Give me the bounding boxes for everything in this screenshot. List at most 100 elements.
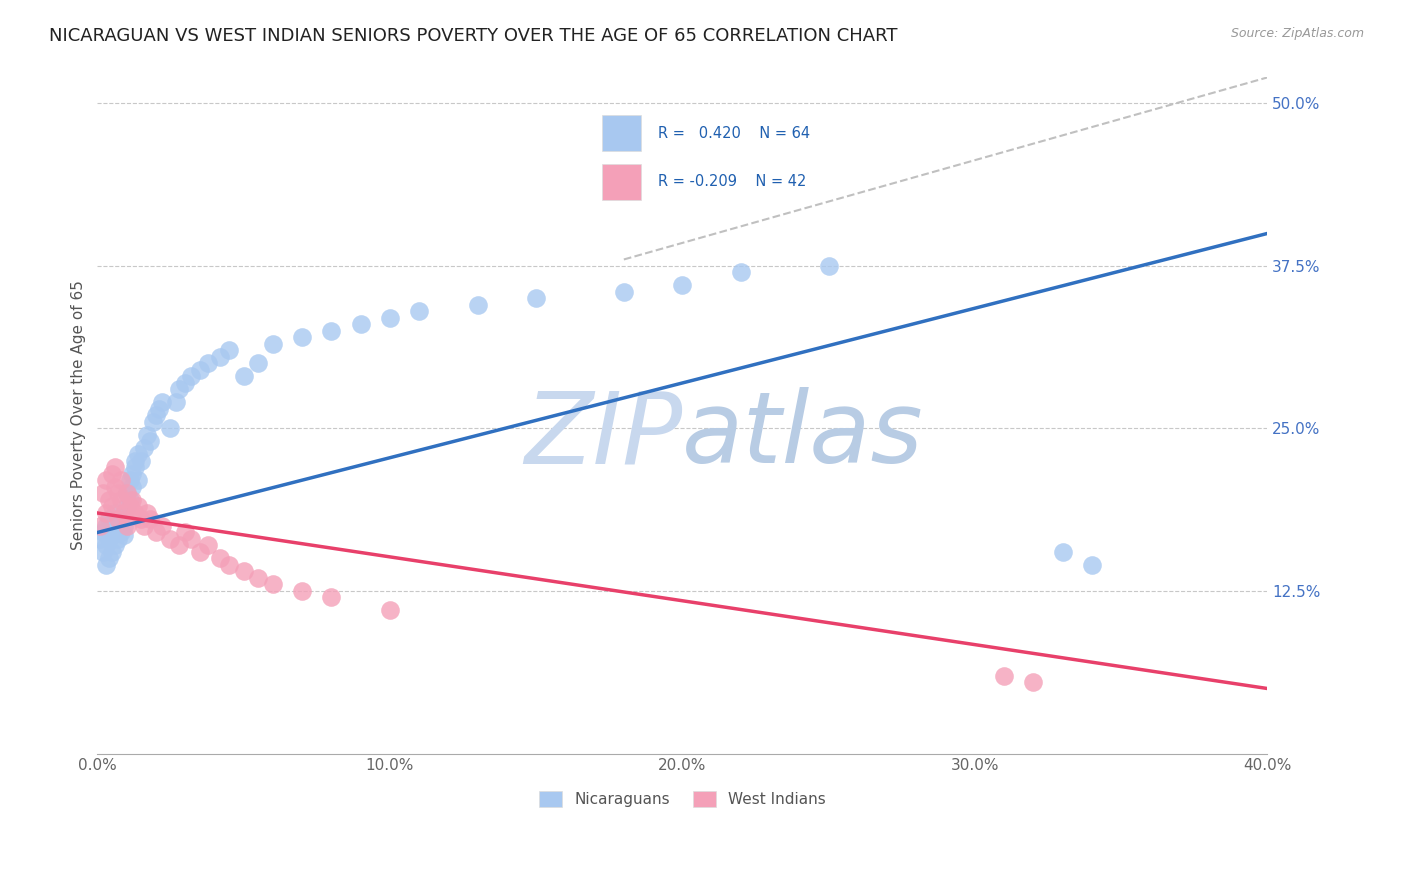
Point bbox=[142, 415, 165, 429]
Point bbox=[98, 493, 121, 508]
Point bbox=[107, 532, 129, 546]
Point bbox=[94, 539, 117, 553]
Point bbox=[94, 558, 117, 572]
Point bbox=[321, 591, 343, 605]
Point bbox=[101, 528, 124, 542]
Point bbox=[134, 441, 156, 455]
Point bbox=[291, 330, 314, 344]
Point bbox=[145, 409, 167, 423]
Point bbox=[107, 486, 129, 500]
Point bbox=[730, 265, 752, 279]
Point bbox=[262, 577, 284, 591]
Point bbox=[101, 545, 124, 559]
Point bbox=[121, 493, 143, 508]
Text: atlas: atlas bbox=[682, 387, 924, 484]
Point bbox=[115, 500, 138, 514]
Point bbox=[118, 493, 141, 508]
Point bbox=[104, 539, 127, 553]
Point bbox=[136, 506, 159, 520]
Point bbox=[129, 512, 152, 526]
Point bbox=[218, 343, 240, 358]
Point bbox=[188, 363, 211, 377]
Point bbox=[101, 500, 124, 514]
Point bbox=[150, 395, 173, 409]
Point bbox=[262, 337, 284, 351]
Point bbox=[110, 509, 132, 524]
Point bbox=[124, 460, 146, 475]
Point bbox=[107, 512, 129, 526]
Point bbox=[91, 486, 114, 500]
Point bbox=[94, 474, 117, 488]
Point bbox=[180, 532, 202, 546]
Point bbox=[209, 350, 232, 364]
Point bbox=[127, 474, 149, 488]
Point bbox=[139, 512, 162, 526]
Point bbox=[165, 395, 187, 409]
Point bbox=[107, 515, 129, 529]
Point bbox=[101, 519, 124, 533]
Point bbox=[104, 480, 127, 494]
Point bbox=[110, 493, 132, 508]
Point bbox=[174, 376, 197, 390]
Point bbox=[174, 525, 197, 540]
Point bbox=[159, 532, 181, 546]
Point bbox=[94, 506, 117, 520]
Point bbox=[159, 421, 181, 435]
Point bbox=[104, 460, 127, 475]
Text: ZIP: ZIP bbox=[524, 387, 682, 484]
Point bbox=[613, 285, 636, 299]
Point bbox=[247, 356, 270, 370]
Point bbox=[188, 545, 211, 559]
Point bbox=[232, 369, 254, 384]
Point bbox=[321, 324, 343, 338]
Point bbox=[94, 519, 117, 533]
Point bbox=[1022, 675, 1045, 690]
Point bbox=[247, 571, 270, 585]
Point bbox=[291, 584, 314, 599]
Text: Source: ZipAtlas.com: Source: ZipAtlas.com bbox=[1230, 27, 1364, 40]
Point bbox=[127, 500, 149, 514]
Point bbox=[110, 474, 132, 488]
Point bbox=[91, 545, 114, 559]
Point bbox=[112, 506, 135, 520]
Point bbox=[197, 539, 219, 553]
Point bbox=[104, 523, 127, 537]
Point bbox=[112, 528, 135, 542]
Point bbox=[98, 551, 121, 566]
Point bbox=[218, 558, 240, 572]
Point bbox=[110, 525, 132, 540]
Point bbox=[115, 486, 138, 500]
Point bbox=[98, 512, 121, 526]
Point bbox=[209, 551, 232, 566]
Point bbox=[145, 525, 167, 540]
Point bbox=[134, 519, 156, 533]
Point bbox=[129, 454, 152, 468]
Point bbox=[89, 532, 111, 546]
Point bbox=[121, 467, 143, 481]
Y-axis label: Seniors Poverty Over the Age of 65: Seniors Poverty Over the Age of 65 bbox=[72, 281, 86, 550]
Point bbox=[180, 369, 202, 384]
Point bbox=[104, 506, 127, 520]
Point bbox=[112, 519, 135, 533]
Point bbox=[349, 318, 371, 332]
Point bbox=[232, 565, 254, 579]
Point bbox=[150, 519, 173, 533]
Point bbox=[136, 428, 159, 442]
Point bbox=[98, 532, 121, 546]
Point bbox=[115, 486, 138, 500]
Legend: Nicaraguans, West Indians: Nicaraguans, West Indians bbox=[533, 785, 832, 814]
Point bbox=[89, 519, 111, 533]
Point bbox=[1052, 545, 1074, 559]
Point bbox=[1081, 558, 1104, 572]
Point bbox=[467, 298, 489, 312]
Point bbox=[167, 539, 190, 553]
Point bbox=[993, 668, 1015, 682]
Point bbox=[197, 356, 219, 370]
Point bbox=[524, 292, 547, 306]
Point bbox=[139, 434, 162, 449]
Point bbox=[817, 259, 839, 273]
Point bbox=[124, 454, 146, 468]
Point bbox=[378, 310, 401, 325]
Point bbox=[127, 448, 149, 462]
Point bbox=[118, 474, 141, 488]
